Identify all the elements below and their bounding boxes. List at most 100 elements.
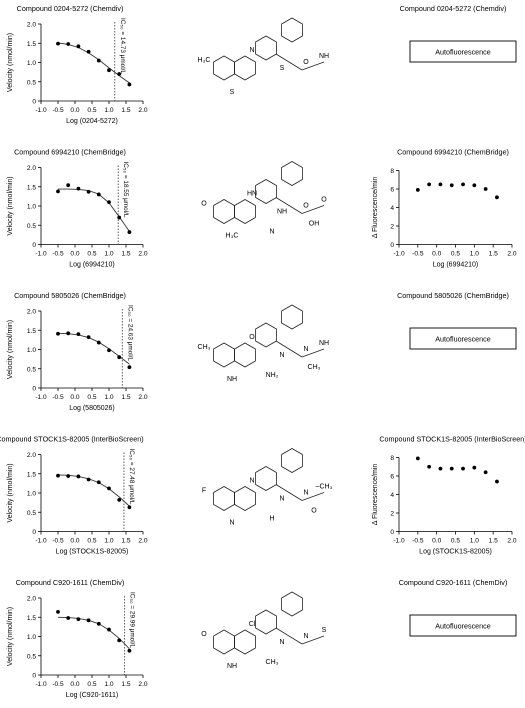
data-point bbox=[86, 49, 91, 54]
data-point bbox=[96, 621, 101, 626]
y-tick-label: 8 bbox=[390, 455, 394, 462]
y-tick-label: 0 bbox=[32, 242, 36, 249]
molecule-atom-label: NH bbox=[227, 376, 237, 383]
right-panel-title: Compound 5805026 (ChemBridge) bbox=[397, 291, 509, 300]
data-point bbox=[107, 68, 111, 73]
molecule-atom-label: NH bbox=[319, 53, 329, 60]
molecule-bond bbox=[275, 627, 303, 645]
data-point bbox=[472, 183, 477, 188]
x-tick-label: 0.0 bbox=[70, 394, 79, 401]
x-tick-label: 1.0 bbox=[104, 538, 113, 545]
x-tick-label: 1.0 bbox=[104, 107, 113, 114]
compound-title: Compound STOCK1S-82005 (InterBioScreen) bbox=[0, 435, 144, 444]
data-point bbox=[107, 348, 111, 353]
molecule-ring bbox=[281, 591, 303, 617]
x-tick-label: 1.0 bbox=[470, 538, 479, 545]
x-tick-label: 1.0 bbox=[470, 251, 479, 258]
y-tick-label: 6 bbox=[390, 474, 394, 481]
molecule-bond bbox=[301, 348, 325, 358]
x-axis-label: Log (STOCK1S-82005) bbox=[56, 549, 129, 556]
y-tick-label: 2 bbox=[390, 224, 394, 231]
molecule-atom-label: N bbox=[269, 229, 274, 236]
molecule-ring bbox=[213, 629, 235, 655]
right-panel-title: Compound 0204-5272 (Chemdiv) bbox=[400, 4, 507, 13]
molecule-ring bbox=[234, 342, 256, 368]
y-tick-label: 0.5 bbox=[27, 223, 36, 230]
data-point bbox=[438, 466, 443, 471]
molecule-atom-label: O bbox=[311, 508, 317, 515]
data-point bbox=[66, 474, 71, 478]
x-tick-label: -0.5 bbox=[52, 681, 64, 688]
molecule-atom-label: N bbox=[279, 352, 284, 359]
data-point bbox=[56, 331, 60, 336]
molecule-bond bbox=[275, 53, 303, 71]
x-tick-label: -1.0 bbox=[393, 538, 405, 545]
autofluorescence-label: Autofluorescence bbox=[435, 622, 491, 631]
data-point bbox=[96, 340, 101, 345]
compound-row: Compound STOCK1S-82005 (InterBioScreen) 0… bbox=[0, 435, 525, 556]
data-point bbox=[66, 42, 71, 46]
data-point bbox=[117, 215, 122, 220]
y-axis-label: Velocity (nmol/min) bbox=[7, 463, 14, 522]
data-point bbox=[107, 627, 111, 632]
molecule-bond bbox=[275, 484, 303, 501]
autofluorescence-box bbox=[409, 40, 517, 63]
x-tick-label: 1.5 bbox=[489, 251, 498, 258]
ic50-label: IC₅₀ = 24.63 μmol/L bbox=[126, 305, 133, 361]
data-point bbox=[117, 355, 122, 360]
y-tick-label: 1.0 bbox=[27, 634, 36, 641]
x-tick-label: 0.0 bbox=[70, 251, 79, 258]
molecule-ring bbox=[213, 55, 235, 81]
y-tick-label: 1.0 bbox=[27, 491, 36, 498]
molecule-atom-label: H₃C bbox=[198, 57, 211, 64]
x-tick-label: 0.5 bbox=[87, 394, 96, 401]
molecule-atom-label: N bbox=[303, 346, 308, 353]
compound-title: Compound 5805026 (ChemBridge) bbox=[14, 291, 126, 300]
ic50-label: IC₅₀ = 29.99 μmol/L bbox=[129, 592, 136, 648]
data-point bbox=[127, 505, 132, 510]
data-point bbox=[76, 474, 81, 479]
data-point bbox=[117, 498, 122, 502]
compound-row: Compound C920-1611 (ChemDiv) 0 0.5 1.0 1.5 2.… bbox=[7, 578, 517, 699]
molecule-bond bbox=[275, 340, 303, 358]
x-tick-label: 2.0 bbox=[138, 394, 147, 401]
autofluorescence-box bbox=[409, 327, 517, 350]
molecule-atom-label: O bbox=[201, 631, 207, 638]
data-point bbox=[56, 609, 60, 614]
data-point bbox=[461, 182, 465, 187]
molecule-atom-label: O bbox=[303, 203, 309, 210]
data-point bbox=[415, 456, 420, 461]
y-tick-label: 0 bbox=[32, 386, 36, 393]
molecule-atom-label: NH bbox=[319, 340, 329, 347]
y-tick-label: 0 bbox=[390, 529, 394, 536]
compound-title: Compound 0204-5272 (Chemdiv) bbox=[17, 4, 124, 13]
molecule-structure: O HN NH O O H₃C N OH bbox=[201, 161, 327, 240]
ic50-label: IC₅₀ = 18.55 μmol/L bbox=[122, 162, 129, 218]
molecule-ring bbox=[255, 609, 277, 635]
data-point bbox=[449, 466, 454, 471]
data-point bbox=[76, 186, 81, 191]
data-point bbox=[415, 188, 420, 192]
molecule-bond bbox=[301, 61, 325, 71]
molecule-atom-label: CH₃ bbox=[198, 344, 211, 351]
x-tick-label: -0.5 bbox=[52, 538, 64, 545]
data-point bbox=[96, 192, 101, 197]
molecule-ring bbox=[213, 199, 235, 224]
x-tick-label: 2.0 bbox=[507, 538, 516, 545]
x-tick-label: 1.5 bbox=[121, 394, 130, 401]
x-tick-label: 0.5 bbox=[87, 538, 96, 545]
molecule-atom-label: NH bbox=[277, 209, 287, 216]
x-tick-label: 2.0 bbox=[138, 681, 147, 688]
molecule-atom-label: NH₂ bbox=[266, 372, 279, 379]
x-tick-label: -1.0 bbox=[35, 251, 47, 258]
x-tick-label: 0.5 bbox=[451, 251, 460, 258]
data-point bbox=[449, 183, 454, 188]
molecule-ring bbox=[234, 55, 256, 81]
molecule-structure: O Cl N N S NH CH₃ bbox=[201, 591, 327, 670]
y-tick-label: 6 bbox=[390, 187, 394, 194]
x-tick-label: 1.0 bbox=[104, 251, 113, 258]
y-axis-label: Δ Fluorescence/min bbox=[372, 177, 379, 239]
data-point bbox=[96, 58, 101, 63]
x-tick-label: -1.0 bbox=[35, 681, 47, 688]
